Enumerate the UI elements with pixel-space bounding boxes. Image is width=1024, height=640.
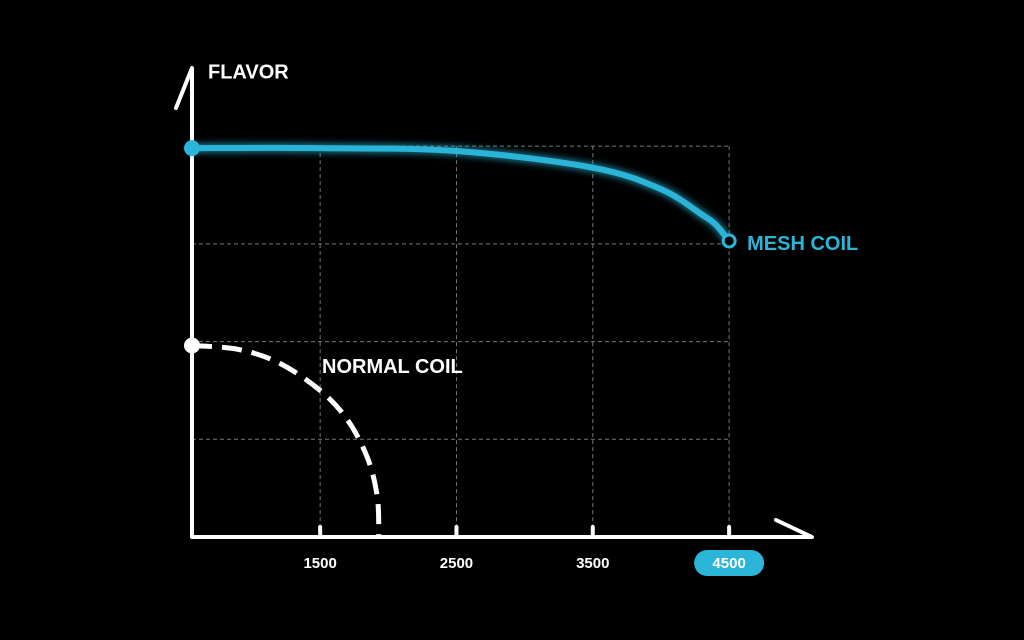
series-label: NORMAL COIL (322, 356, 463, 378)
series-line (189, 144, 733, 244)
x-tick-label: 4500 (712, 555, 745, 572)
series-line (191, 342, 382, 538)
y-axis-label: FLAVOR (208, 61, 289, 83)
plot: MESH COIL NORMAL COIL (184, 140, 858, 538)
x-tick-label: 3500 (576, 555, 609, 572)
axes: 1500 2500 3500 4500 (174, 66, 814, 576)
x-tick-label: 1500 (303, 555, 336, 572)
start-point (184, 337, 200, 354)
end-point (721, 233, 737, 249)
series-label: MESH COIL (747, 233, 858, 255)
grid (192, 145, 730, 537)
axis-lines (174, 66, 814, 539)
x-tick-highlight (694, 550, 765, 576)
start-point (184, 140, 200, 157)
x-tick-label: 2500 (440, 555, 473, 572)
